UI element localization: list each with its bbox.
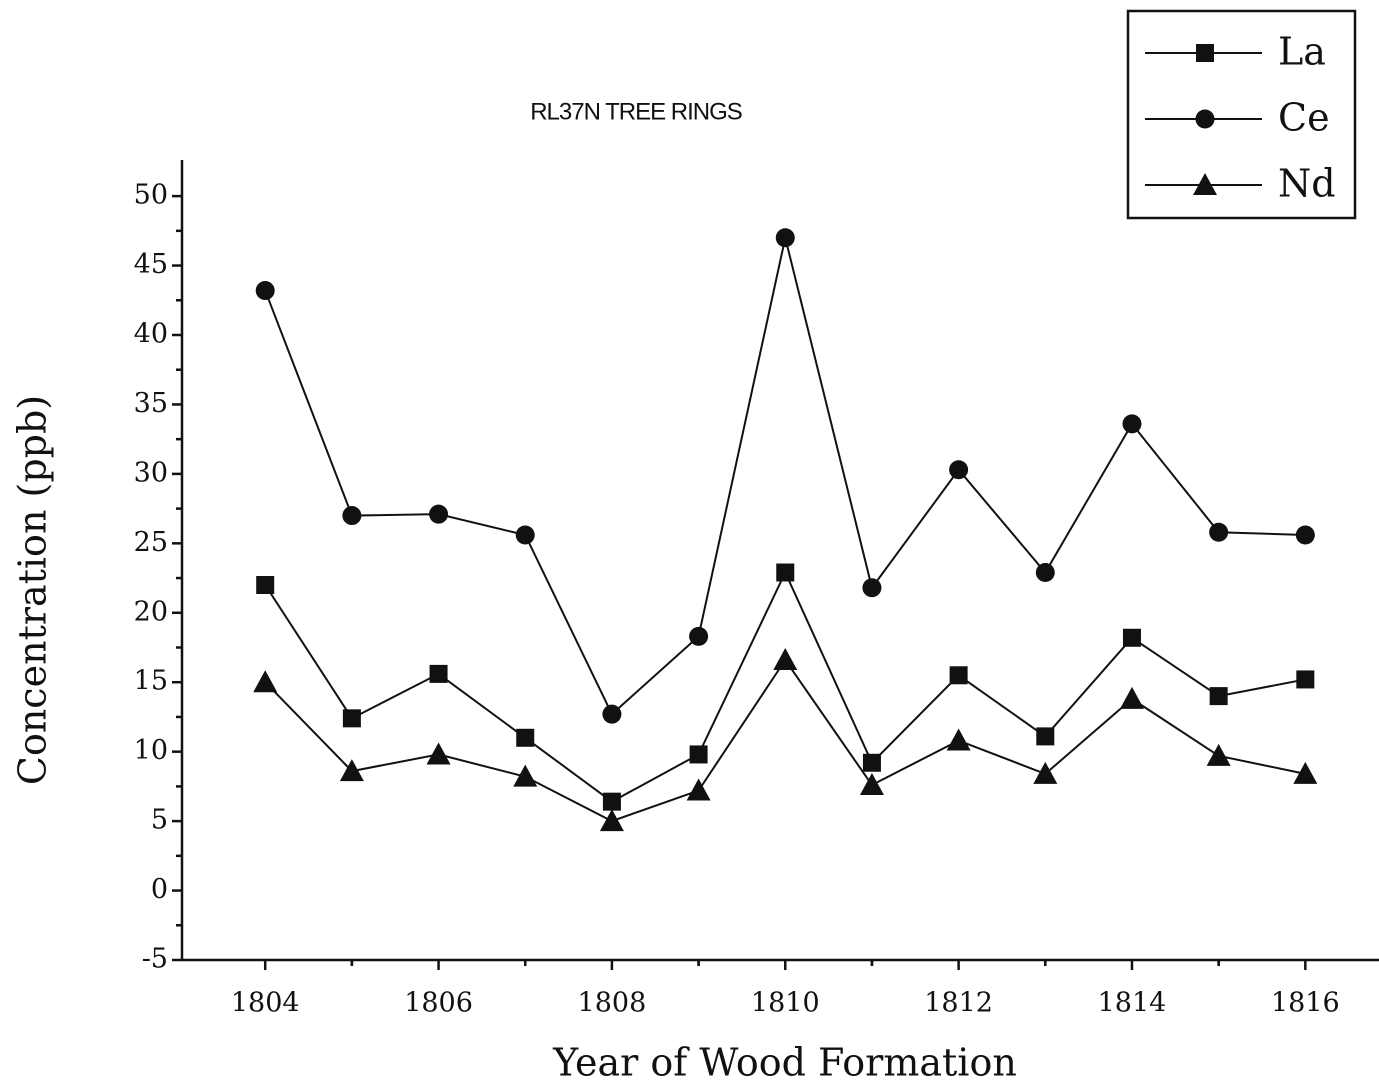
marker-square <box>1036 727 1055 746</box>
x-tick-label: 1812 <box>924 988 993 1019</box>
y-tick-label: 10 <box>134 735 168 766</box>
y-tick-label: 40 <box>134 319 168 350</box>
legend-box <box>1126 9 1357 220</box>
marker-triangle <box>1119 686 1144 709</box>
marker-triangle <box>686 778 711 801</box>
marker-square <box>1122 628 1141 647</box>
marker-square <box>429 664 448 683</box>
marker-circle <box>429 504 449 524</box>
marker-triangle <box>946 728 971 751</box>
y-tick-label: 45 <box>134 249 168 280</box>
marker-square <box>776 563 795 582</box>
x-tick-label: 1804 <box>231 988 300 1019</box>
marker-circle <box>1035 563 1055 582</box>
marker-triangle <box>1293 761 1318 784</box>
marker-square <box>949 666 968 685</box>
marker-triangle <box>1193 173 1217 195</box>
y-tick-label: 50 <box>134 180 168 211</box>
marker-square <box>1196 44 1214 62</box>
chart-title: RL37N TREE RINGS <box>530 98 742 125</box>
y-tick-label: 30 <box>134 457 168 488</box>
marker-circle <box>775 228 795 248</box>
marker-circle <box>255 281 275 301</box>
x-tick-label: 1816 <box>1271 988 1340 1019</box>
marker-triangle <box>253 670 278 693</box>
y-tick-label: 15 <box>134 666 168 697</box>
marker-triangle <box>773 648 798 670</box>
y-tick-label: -5 <box>142 944 168 975</box>
marker-triangle <box>339 759 364 782</box>
marker-circle <box>602 704 622 724</box>
marker-circle <box>1295 525 1315 545</box>
y-tick-label: 5 <box>151 805 168 836</box>
series-line <box>264 658 1306 823</box>
marker-square <box>256 576 275 594</box>
marker-circle <box>342 506 362 526</box>
marker-triangle <box>599 809 624 832</box>
legend-label: La <box>1278 30 1326 74</box>
marker-triangle <box>859 773 884 795</box>
marker-square <box>1209 687 1228 706</box>
y-tick-label: 35 <box>134 388 168 419</box>
legend-label: Nd <box>1278 162 1336 206</box>
marker-square <box>689 745 708 764</box>
marker-circle <box>1209 522 1229 542</box>
y-axis-title: Concentration (ppb) <box>11 395 55 785</box>
marker-circle <box>862 578 882 598</box>
marker-square <box>342 709 361 728</box>
marker-triangle <box>1033 761 1058 784</box>
y-tick-label: 0 <box>151 874 168 905</box>
y-tick-label: 25 <box>134 527 168 558</box>
x-tick-label: 1808 <box>578 988 647 1019</box>
marker-circle <box>1195 109 1215 129</box>
marker-circle <box>515 525 535 545</box>
series-line <box>264 237 1306 716</box>
marker-circle <box>689 626 709 646</box>
marker-square <box>602 792 621 811</box>
marker-triangle <box>426 742 451 765</box>
marker-triangle <box>513 764 538 787</box>
marker-triangle <box>1206 743 1231 766</box>
marker-square <box>1296 670 1315 689</box>
series-line <box>264 570 1306 803</box>
marker-circle <box>1122 414 1142 434</box>
marker-square <box>862 753 881 772</box>
marker-circle <box>949 460 969 480</box>
x-tick-label: 1810 <box>751 988 820 1019</box>
x-axis-title: Year of Wood Formation <box>552 1041 1017 1085</box>
x-tick-label: 1806 <box>404 988 473 1019</box>
y-tick-label: 20 <box>134 596 168 627</box>
marker-square <box>516 728 535 747</box>
legend-label: Ce <box>1278 96 1330 140</box>
x-tick-label: 1814 <box>1098 988 1167 1019</box>
